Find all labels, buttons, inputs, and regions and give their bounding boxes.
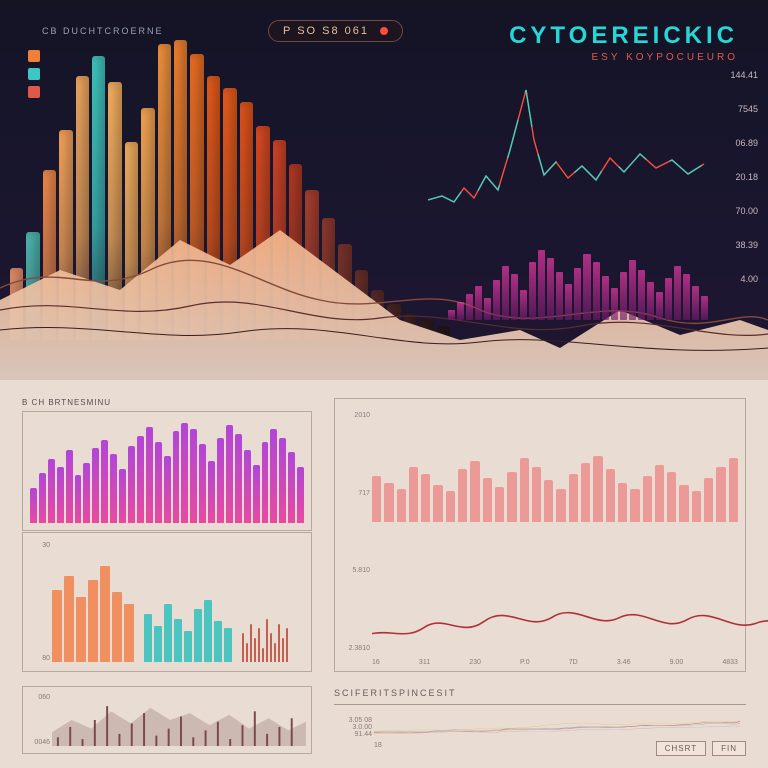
hero-chart: CB DUCHTCROERNE P SO S8 061 CYTOEREICKIC… [0,0,768,380]
y-tick: 4.00 [708,274,758,308]
panel-d: 0600046 [22,686,312,754]
panel-d-y-axis: 0600046 [22,694,50,746]
panel-b-y-axis: 20107175.8102.3810 [342,412,370,652]
y-tick: 7545 [708,104,758,138]
badge[interactable]: FIN [712,741,746,756]
y-tick: 20.18 [708,172,758,206]
panel-e-badges: CHSRT FIN [656,741,746,756]
panel-b-x-axis: 16311230P.07D3.469.004833 [372,659,738,666]
price-value: P SO S8 061 [283,25,369,37]
panel-a-bars [30,419,304,523]
lower-grid: B CH BRTNESMINU 20107175.8102.3810 16311… [0,380,768,768]
panel-d-chart [52,694,306,746]
price-pill[interactable]: P SO S8 061 [268,20,403,42]
panel-e-y-axis: 3.05 083.0.0091.44 [344,717,372,735]
brand-title: CYTOEREICKIC [509,22,738,50]
hero-small-label: CB DUCHTCROERNE [42,26,164,36]
panel-a-title: B CH BRTNESMINU [22,398,312,407]
panel-c-y-axis: 3080 [22,542,50,662]
y-tick: 70.00 [708,206,758,240]
badge[interactable]: CHSRT [656,741,706,756]
panel-e: SCIFERITSPINCESIT 3.05 083.0.0091.44 18 … [334,686,746,754]
y-tick: 144.41 [708,70,758,104]
divider [334,704,746,705]
panel-c: 3080 [22,532,312,672]
panel-c-bars [52,542,306,662]
live-dot-icon [380,27,388,35]
hero-sparkline [428,80,708,240]
panel-b: 20107175.8102.3810 16311230P.07D3.469.00… [334,398,746,672]
brand-subtitle: ESY KOYPOCUEURO [591,52,738,63]
y-tick: 06.89 [708,138,758,172]
hero-y-axis: 144.41754506.8920.1870.0038.394.00 [708,70,758,308]
panel-a: B CH BRTNESMINU [22,398,312,518]
mini-skyline [448,240,708,320]
panel-b-bars [372,412,738,522]
panel-e-title: SCIFERITSPINCESIT [334,688,746,698]
y-tick: 38.39 [708,240,758,274]
panel-b-line [372,522,768,652]
panel-e-lines [374,717,740,735]
